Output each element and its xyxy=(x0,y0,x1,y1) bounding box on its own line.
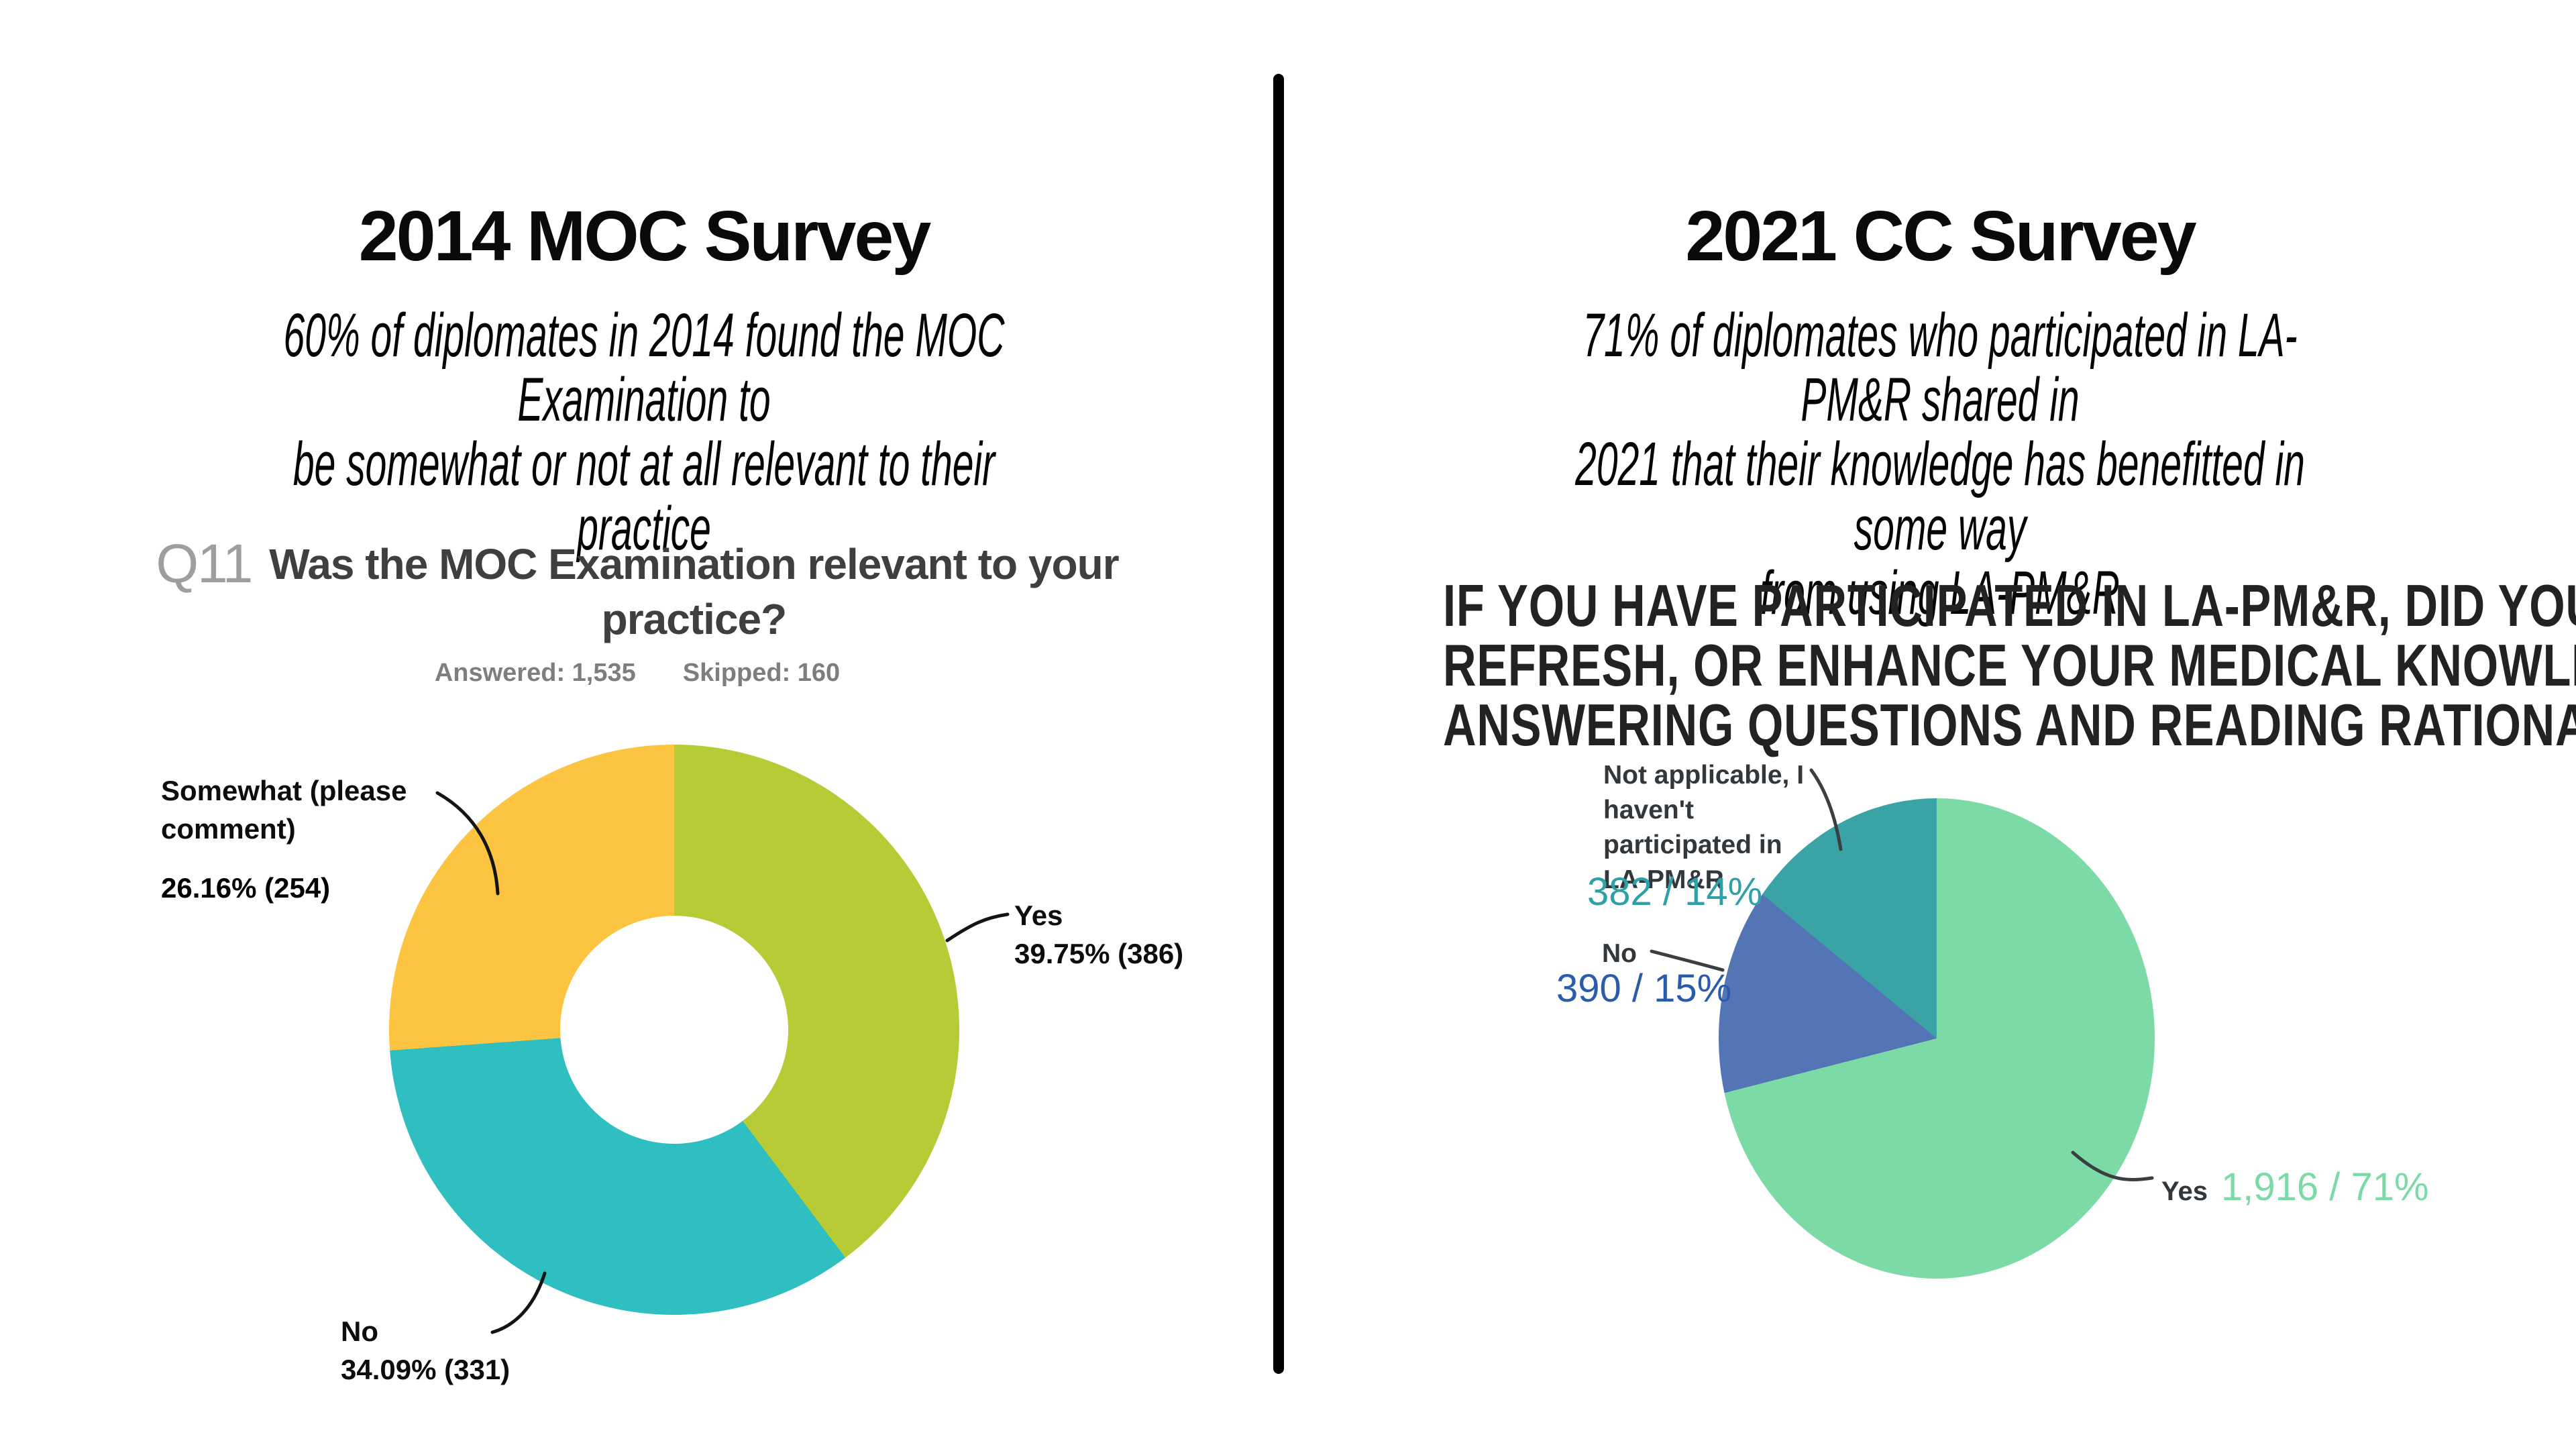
no-slice-label-right: No xyxy=(1602,939,1637,968)
question-number: Q11 xyxy=(156,533,253,594)
not-applicable-slice-value: 382 / 14% xyxy=(1587,870,1763,914)
left-subtitle-line-2: be somewhat or not at all relevant to th… xyxy=(292,430,996,563)
cc-question-line-2: REFRESH, OR ENHANCE YOUR MEDICAL KNOWLED… xyxy=(1443,632,2576,698)
left-panel-subtitle: 60% of diplomates in 2014 found the MOC … xyxy=(249,303,1039,561)
right-panel-title: 2021 CC Survey xyxy=(1685,197,2196,276)
cc-question-line-1: IF YOU HAVE PARTICIPATED IN LA-PM&R, DID… xyxy=(1443,572,2576,639)
right-panel-subtitle: 71% of diplomates who participated in LA… xyxy=(1545,303,2335,625)
right-subtitle-line-2: 2021 that their knowledge has benefitted… xyxy=(1575,430,2305,563)
donut-hole xyxy=(560,916,788,1144)
right-subtitle-line-3: from using LA-PM&R xyxy=(1760,559,2120,627)
left-panel-title: 2014 MOC Survey xyxy=(358,197,932,276)
leader-yes-left xyxy=(945,912,1010,943)
response-stats: Answered: 1,535 Skipped: 160 xyxy=(80,659,1194,688)
yes-slice-value-right: 1,916 / 71% xyxy=(2220,1165,2429,1209)
cc-question-line-3: ANSWERING QUESTIONS AND READING RATIONAL… xyxy=(1443,692,2576,758)
question-line-2: practice? xyxy=(601,595,788,643)
question-line-1: Was the MOC Examination relevant to your xyxy=(269,540,1119,588)
survey-question-block: Q11 Was the MOC Examination relevant to … xyxy=(80,537,1194,647)
somewhat-slice-label: Somewhat (please comment) xyxy=(161,775,407,845)
cc-pie-chart xyxy=(1719,798,2155,1279)
somewhat-slice-value: 26.16% (254) xyxy=(161,872,331,904)
no-slice-label-left: No 34.09% (331) xyxy=(341,1316,511,1385)
question-text: Was the MOC Examination relevant to your… xyxy=(269,537,1119,647)
cc-question-text: IF YOU HAVE PARTICIPATED IN LA-PM&R, DID… xyxy=(1443,572,2576,758)
panel-divider xyxy=(1273,74,1284,1374)
skipped-count: Skipped: 160 xyxy=(682,659,841,687)
not-applicable-slice-label: Not applicable, I haven't participated i… xyxy=(1603,761,1805,894)
right-subtitle-line-1: 71% of diplomates who participated in LA… xyxy=(1582,301,2298,434)
yes-slice-label-right: Yes 1,916 / 71% xyxy=(2161,1165,2429,1209)
answered-count: Answered: 1,535 xyxy=(434,659,636,687)
no-slice-value-right: 390 / 15% xyxy=(1556,967,1732,1010)
yes-slice-label-left: Yes 39.75% (386) xyxy=(1014,900,1184,969)
left-subtitle-line-1: 60% of diplomates in 2014 found the MOC … xyxy=(283,301,1005,434)
